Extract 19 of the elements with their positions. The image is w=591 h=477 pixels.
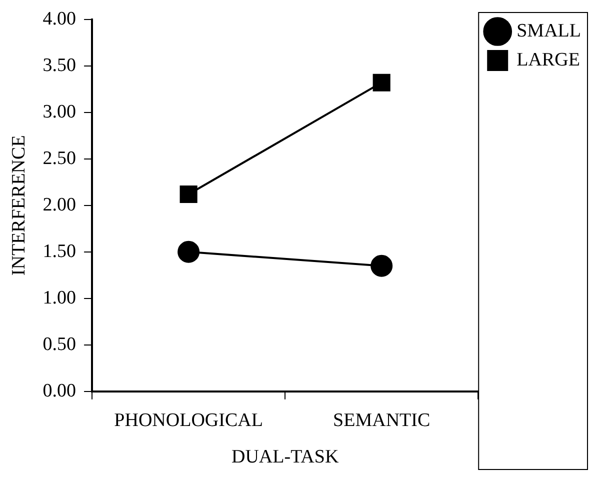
y-tick-label: 1.00 [42,287,76,308]
y-tick-label: 4.00 [42,8,76,30]
y-tick-label: 3.50 [42,54,76,76]
y-tick-label: 3.00 [42,101,76,122]
y-tick-label: 2.00 [42,194,76,216]
y-tick-label: 0.00 [42,380,76,402]
y-axis-title: INTERFERENCE [8,135,30,276]
point [180,185,198,204]
x-tick-label: SEMANTIC [333,410,430,431]
point [178,240,200,263]
x-axis-title: DUAL-TASK [231,446,339,468]
y-tick-label: 2.50 [42,148,76,169]
y-tick-label: 1.50 [42,240,76,262]
point [370,254,393,277]
x-tick-label: PHONOLOGICAL [114,410,263,431]
legend-label: LARGE [516,49,580,70]
y-tick-label: 0.50 [42,334,76,355]
point [372,74,390,92]
legend-label: SMALL [516,20,582,42]
